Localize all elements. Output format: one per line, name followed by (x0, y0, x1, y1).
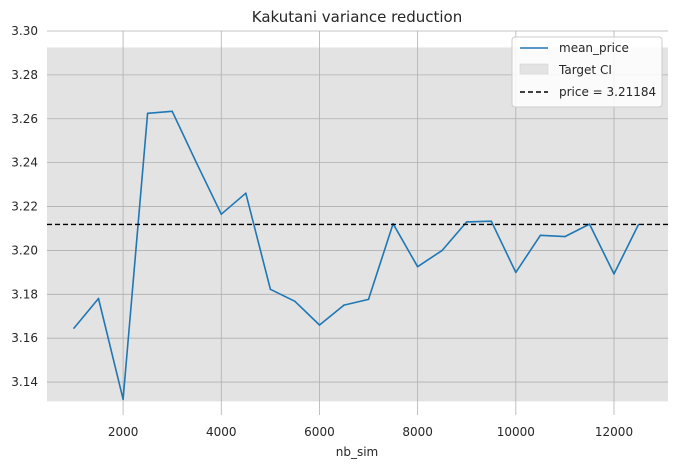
data-point (73, 327, 75, 329)
x-tick-label: 8000 (402, 425, 433, 439)
data-point (515, 271, 517, 274)
y-tick-label: 3.24 (11, 156, 38, 170)
x-axis-label: nb_sim (336, 445, 379, 459)
series-line-mean-price (73, 110, 640, 401)
legend-box (511, 36, 663, 108)
data-point (171, 110, 173, 113)
line-layer (47, 110, 668, 401)
data-point (220, 213, 223, 216)
data-point (318, 324, 321, 326)
legend-label-band: Target CI (558, 63, 612, 77)
y-tick-label: 3.20 (11, 243, 38, 257)
data-point (416, 265, 419, 268)
data-point (245, 192, 247, 194)
y-tick-label: 3.30 (11, 24, 38, 38)
y-tick-label: 3.18 (11, 287, 38, 301)
x-tick-label: 2000 (108, 425, 139, 439)
data-point (146, 112, 149, 115)
legend-label-hline: price = 3.21184 (559, 85, 656, 99)
data-point (588, 223, 591, 225)
data-point (490, 220, 493, 223)
data-point (441, 249, 443, 252)
x-tick-label: 6000 (304, 425, 335, 439)
data-point (195, 162, 198, 165)
chart-title: Kakutani variance reduction (252, 8, 462, 26)
y-tick-label: 3.28 (11, 68, 38, 82)
data-point (613, 273, 615, 275)
data-point (122, 398, 124, 401)
data-point (269, 288, 272, 291)
x-tick-label: 4000 (206, 425, 237, 439)
data-point (97, 297, 100, 300)
y-tick-label: 3.22 (11, 200, 38, 214)
data-point (539, 234, 542, 237)
y-tick-label: 3.16 (11, 331, 38, 345)
data-point (343, 304, 345, 306)
data-point (564, 235, 566, 238)
data-point (465, 221, 468, 223)
y-tick-label: 3.14 (11, 375, 38, 389)
x-tick-label: 12000 (595, 425, 633, 439)
legend-label-series: mean_price (559, 41, 629, 55)
data-point (294, 300, 296, 303)
y-tick-label: 3.26 (11, 112, 38, 126)
data-point (637, 223, 640, 226)
data-point (367, 298, 370, 301)
x-tick-label: 10000 (497, 425, 535, 439)
legend: mean_price Target CI price = 3.21184 (511, 36, 663, 108)
tick-layer: 2000 4000 6000 8000 10000 12000 3.14 3.16 3.18 3.… (11, 24, 633, 439)
legend-band-swatch (519, 63, 549, 75)
